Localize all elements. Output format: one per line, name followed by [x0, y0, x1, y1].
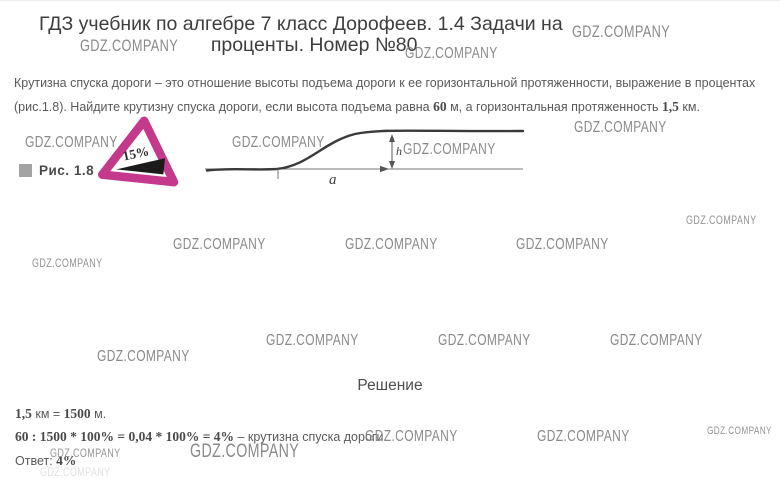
- road-profile-diagram: a h: [205, 129, 525, 188]
- diagram-right-arrowhead: [380, 165, 389, 173]
- page-title-line1: ГДЗ учебник по алгебре 7 класс Дорофеев.…: [39, 13, 563, 35]
- calculation-conclusion: – крутизна спуска дороги.: [234, 430, 387, 444]
- figure-caption-text: Рис. 1.8: [39, 163, 95, 178]
- conversion-value2: 1500: [63, 406, 91, 421]
- conversion-unit2: м.: [90, 407, 107, 421]
- watermark: GDZ.COMPANY: [190, 441, 300, 462]
- solution-calculation-line: 60 : 1500 * 100% = 0,04 * 100% = 4% – кр…: [15, 429, 387, 445]
- watermark: GDZ.COMPANY: [25, 134, 118, 151]
- problem-text-2: м, а горизонтальная протяженность: [446, 100, 663, 114]
- calculation-formula: 60 : 1500 * 100% = 0,04 * 100% = 4%: [15, 429, 235, 444]
- watermark: GDZ.COMPANY: [686, 213, 757, 227]
- solution-conversion-line: 1,5 км = 1500 м.: [15, 406, 106, 422]
- answer-line: Ответ: 4%: [15, 453, 76, 469]
- watermark: GDZ.COMPANY: [266, 332, 359, 349]
- length-value: 1,5: [662, 99, 679, 114]
- road-sign-15-percent-icon: 15%: [98, 116, 179, 187]
- height-arrow-down: [389, 161, 395, 169]
- diagram-road-curve: [205, 129, 525, 172]
- horizontal-length-label: a: [329, 172, 337, 188]
- height-value: 60: [433, 99, 447, 114]
- sign-grade-label: 15%: [121, 143, 150, 163]
- watermark: GDZ.COMPANY: [32, 256, 103, 270]
- conversion-unit1: км =: [31, 407, 64, 421]
- problem-statement: Крутизна спуска дороги – это отношение в…: [14, 72, 764, 119]
- figure-caption: Рис. 1.8: [19, 163, 94, 178]
- watermark: GDZ.COMPANY: [40, 465, 111, 479]
- watermark: GDZ.COMPANY: [97, 348, 190, 365]
- watermark: GDZ.COMPANY: [537, 428, 630, 445]
- watermark: GDZ.COMPANY: [173, 236, 266, 253]
- watermark: GDZ.COMPANY: [516, 236, 609, 253]
- watermark: GDZ.COMPANY: [80, 36, 179, 55]
- caption-square-icon: [19, 164, 32, 177]
- height-arrow-up: [389, 134, 395, 142]
- watermark: GDZ.COMPANY: [50, 446, 121, 460]
- page-title-line2-text: проценты. Номер №80: [210, 34, 418, 56]
- answer-value: 4%: [56, 453, 77, 468]
- problem-text-1: Крутизна спуска дороги – это отношение в…: [14, 76, 756, 114]
- watermark: GDZ.COMPANY: [572, 22, 671, 41]
- answer-label: Ответ:: [15, 454, 57, 468]
- sign-slope-shape: [116, 158, 166, 175]
- watermark: GDZ.COMPANY: [403, 141, 496, 158]
- watermark: GDZ.COMPANY: [574, 119, 667, 136]
- watermark: GDZ.COMPANY: [365, 428, 458, 445]
- watermark: GDZ.COMPANY: [438, 332, 531, 349]
- watermark: GDZ.COMPANY: [345, 236, 438, 253]
- conversion-value1: 1,5: [15, 406, 32, 421]
- watermark: GDZ.COMPANY: [610, 332, 703, 349]
- top-border: [0, 0, 780, 1]
- solution-heading: Решение: [357, 377, 423, 394]
- height-label: h: [396, 144, 402, 158]
- watermark: GDZ.COMPANY: [232, 134, 325, 151]
- watermark: GDZ.COMPANY: [405, 45, 498, 62]
- watermark: GDZ.COMPANY: [707, 425, 772, 437]
- problem-text-3: км.: [678, 100, 700, 114]
- page-title-line2: GDZ.COMPANY проценты. Номер №80: [80, 34, 417, 57]
